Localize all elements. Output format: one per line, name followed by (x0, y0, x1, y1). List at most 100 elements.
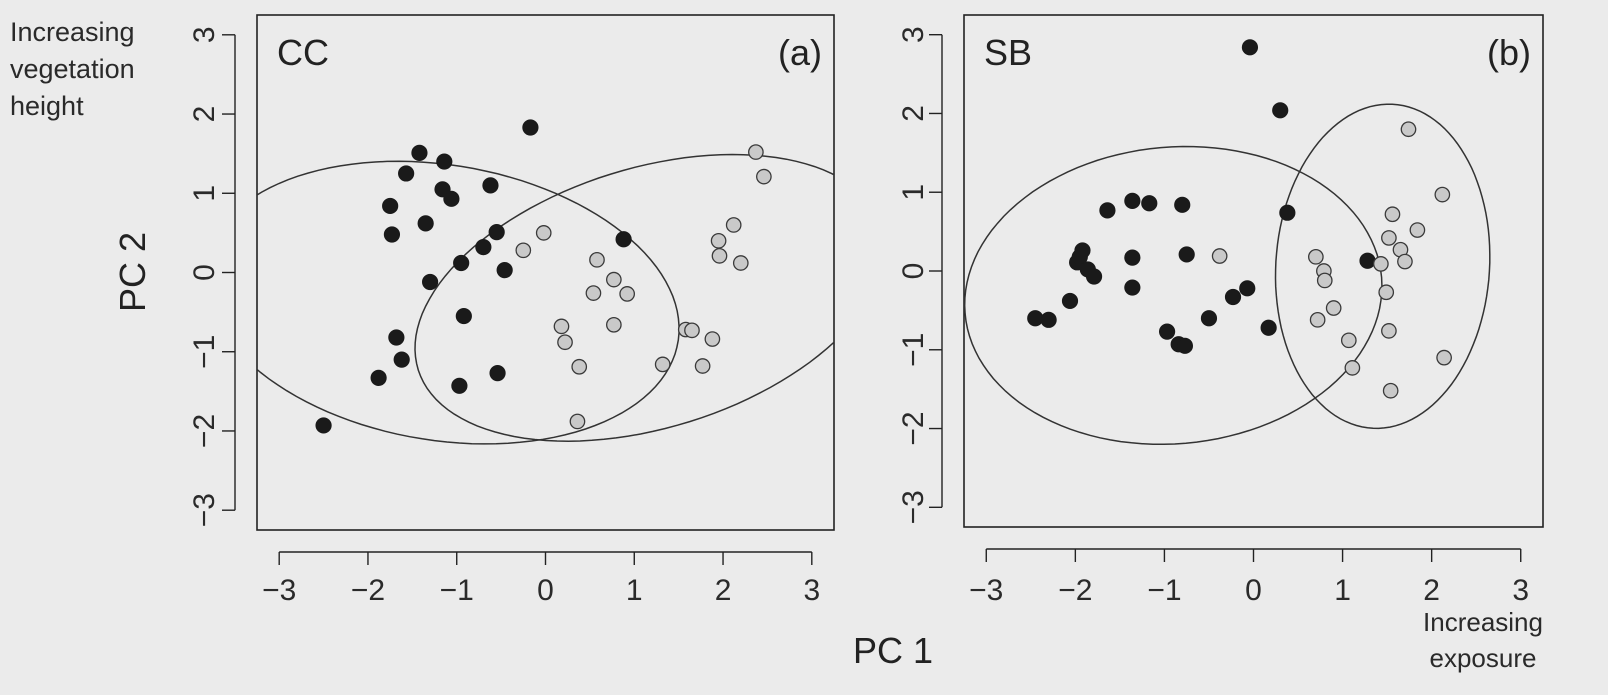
y-tick-label: 3 (188, 26, 221, 43)
x-axis-label: PC 1 (853, 630, 933, 671)
open-point (557, 334, 573, 351)
filled-point (422, 273, 439, 291)
x-tick-label: −1 (440, 574, 474, 607)
filled-point (1279, 204, 1296, 221)
open-point (1325, 300, 1342, 316)
open-point (606, 316, 622, 333)
filled-point (1241, 39, 1259, 56)
x-tick-label: 2 (715, 574, 732, 607)
open-point (1400, 121, 1417, 138)
y-tick-label: −1 (897, 333, 930, 367)
open-point (710, 232, 727, 249)
filled-point (315, 417, 332, 434)
y-tick-label: 1 (188, 185, 221, 202)
x-tick-label: −1 (1147, 574, 1181, 607)
y-tick-label: 0 (897, 263, 930, 280)
open-point (1381, 323, 1397, 339)
y-tick-label: −2 (897, 411, 930, 445)
y-tick-label: 3 (897, 26, 930, 43)
open-point (619, 286, 636, 302)
open-point (571, 358, 588, 375)
filled-point (1124, 279, 1141, 296)
filled-point (482, 177, 499, 194)
confidence-ellipse-filled (964, 145, 1383, 446)
open-point (589, 251, 605, 268)
filled-point (383, 226, 401, 243)
x-tick-label: −2 (1058, 574, 1092, 607)
filled-point (443, 190, 460, 207)
y-axis-label: PC 2 (112, 232, 153, 312)
open-point (1309, 311, 1326, 328)
open-point (1436, 349, 1452, 366)
open-point (1316, 272, 1333, 289)
filled-point (1124, 249, 1141, 266)
open-point (1381, 230, 1397, 246)
y-tick-label: 2 (188, 106, 221, 123)
x-tick-label: 0 (537, 574, 554, 607)
filled-point (522, 119, 539, 136)
filled-point (451, 377, 468, 394)
open-point (732, 255, 749, 271)
open-point (654, 356, 671, 373)
y-tick-label: −1 (188, 335, 221, 369)
plot-frame (256, 14, 835, 531)
open-point (748, 144, 764, 160)
filled-point (398, 165, 415, 182)
filled-point (382, 197, 399, 215)
confidence-ellipse-open (1274, 103, 1491, 430)
ellipse-group (964, 103, 1491, 446)
open-point (569, 413, 586, 430)
y-tick-label: −3 (897, 490, 930, 524)
filled-point (1178, 246, 1195, 263)
filled-point (455, 307, 472, 325)
filled-point (1061, 292, 1079, 310)
panel-cc: −3 −2 −1 0 1 2 3 −3 −2 −1 0 1 2 3 CC (a) (188, 14, 835, 607)
filled-point (615, 231, 632, 248)
filled-point (1099, 202, 1116, 219)
x-tick-label: 2 (1423, 574, 1440, 607)
confidence-ellipse-filled (257, 160, 680, 445)
filled-point (1085, 268, 1103, 285)
open-point (1378, 284, 1395, 301)
open-point (1384, 206, 1401, 223)
panel-title: CC (277, 32, 329, 73)
y-note-line-3: height (10, 91, 84, 121)
open-point (1211, 248, 1228, 264)
x-tick-label: −3 (262, 574, 296, 607)
plot-frame (963, 14, 1544, 528)
filled-point (411, 144, 428, 161)
x-tick-label: 3 (1512, 574, 1529, 607)
filled-point (475, 239, 492, 256)
open-point (694, 358, 711, 374)
panel-label: (a) (778, 32, 822, 73)
x-tick-label: 0 (1245, 574, 1262, 607)
panel-title: SB (984, 32, 1032, 73)
open-point (1308, 248, 1324, 265)
x-note-line-1: Increasing (1423, 607, 1543, 637)
open-point (606, 271, 622, 288)
y-tick-label: −3 (188, 493, 221, 527)
open-point (704, 331, 721, 347)
filled-point (1027, 310, 1044, 327)
y-note-line-2: vegetation (10, 54, 135, 84)
x-tick-label: −3 (969, 574, 1003, 607)
filled-point (393, 351, 410, 368)
filled-point (1040, 311, 1057, 328)
filled-point (417, 215, 434, 232)
x-tick-label: 3 (803, 574, 820, 607)
open-point (535, 225, 552, 241)
panel-label: (b) (1487, 32, 1531, 73)
panel-sb: −3 −2 −1 0 1 2 3 −3 −2 −1 0 1 2 3 SB (b) (897, 14, 1544, 607)
filled-point (1141, 195, 1158, 212)
filled-point (1224, 288, 1242, 306)
filled-point (489, 365, 506, 382)
filled-point (1074, 242, 1091, 259)
y-tick-label: 1 (897, 184, 930, 201)
filled-point (436, 153, 453, 170)
open-point (553, 318, 570, 335)
x-tick-label: 1 (626, 574, 643, 607)
open-point (1397, 253, 1413, 270)
filled-point (370, 369, 387, 386)
open-point (585, 285, 602, 301)
